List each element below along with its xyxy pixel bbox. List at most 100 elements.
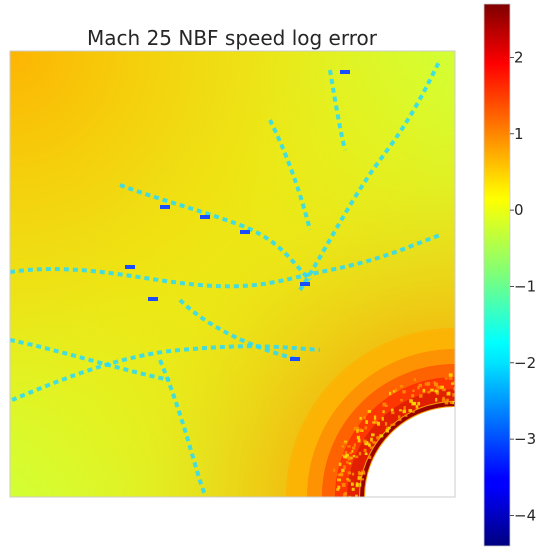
shock-speckle [379,434,384,438]
shock-speckle [355,455,359,459]
shock-speckle [433,382,438,387]
shock-speckle [376,436,380,440]
shock-speckle [362,472,366,475]
shock-speckle [361,470,366,475]
shock-speckle [358,428,362,432]
shock-speckle [430,388,434,392]
shock-speckle [389,391,392,396]
shock-speckle [398,418,402,421]
shock-speckle [357,438,361,443]
shock-speckle [341,483,346,487]
shock-speckle [448,377,453,380]
low-error-streak [11,344,321,402]
shock-speckle [338,462,342,467]
shock-speckle [360,478,364,481]
shock-speckle [352,455,355,458]
shock-speckle [384,404,388,407]
shock-speckle [412,410,415,413]
low-error-spot [240,230,250,234]
shock-speckle [392,390,395,393]
colorbar-tick-label: −4 [514,506,536,524]
colorbar-tick-label: 1 [514,125,524,143]
shock-speckle [427,381,431,386]
shock-speckle [365,420,368,424]
shock-speckle [350,482,354,486]
shock-speckle [363,416,366,420]
shock-speckle [344,440,348,443]
shock-speckle [348,462,352,465]
shock-speckle [347,471,352,475]
shock-speckle [356,482,359,486]
shock-speckle [381,416,384,421]
low-error-spot [300,282,310,286]
shock-speckle [412,389,415,393]
shock-speckle [357,484,361,487]
shock-speckle [353,426,358,431]
shock-speckle [411,402,416,406]
shock-speckle [375,421,378,425]
shock-speckle [441,398,446,402]
shock-speckle [417,401,421,406]
shock-speckle [390,423,394,427]
shock-speckle [364,426,368,430]
plot-frame [9,50,456,498]
shock-speckle [357,476,362,480]
shock-speckle [372,421,376,424]
shock-speckle [413,378,417,382]
colorbar-gradient [483,3,511,547]
low-error-streak [298,59,442,292]
shock-speckle [397,415,401,419]
low-error-streak [158,359,207,496]
shock-speckle [415,405,419,409]
shock-speckle [399,409,402,412]
shock-band [360,402,455,497]
shock-speckle [451,400,454,405]
shock-speckle [367,410,372,413]
shock-speckle [351,487,355,491]
low-error-streak [178,298,301,362]
body-region [365,407,455,497]
colorbar-ticks: 2 1 0 −1 −2 −3 −4 [510,48,536,524]
shock-speckle [392,423,396,426]
shock-speckle [359,416,362,420]
low-error-streak [10,338,171,382]
shock-band [322,364,455,497]
shock-speckle [371,433,375,437]
shock-speckle [446,392,451,396]
shock-speckle [336,488,340,491]
shock-speckle [373,441,377,444]
shock-speckle [451,382,454,385]
shock-speckle [387,426,391,430]
shock-speckle [446,398,449,401]
shock-speckle [345,453,349,457]
shock-speckle [344,451,348,455]
shock-speckle [449,400,453,404]
shock-speckle [347,445,351,448]
shock-speckle [363,439,367,444]
shock-speckle [408,409,412,412]
shock-speckle [382,402,387,407]
shock-speckle [377,421,381,426]
colorbar-tick-label: −2 [514,354,536,372]
chart-title: Mach 25 NBF speed log error [87,26,378,50]
shock-speckle [337,485,341,489]
low-error-streak [10,233,441,289]
shock-speckle [453,381,455,385]
shock-speckle [343,455,347,459]
shock-speckle [384,422,388,426]
shock-speckle [402,390,406,394]
colorbar-tick-label: −1 [514,277,536,295]
colorbar-tick-label: 0 [514,201,524,219]
low-error-streak [268,119,312,231]
shock-speckle [437,385,441,390]
shock-speckle [409,399,413,403]
shock-speckle [427,391,431,394]
shock-speckle [337,478,341,482]
low-error-streak [328,69,347,151]
shock-speckle [434,390,437,393]
shock-speckle [349,452,352,455]
low-error-spot [340,70,350,74]
shock-speckle [444,377,448,380]
shock-speckle [391,411,395,415]
